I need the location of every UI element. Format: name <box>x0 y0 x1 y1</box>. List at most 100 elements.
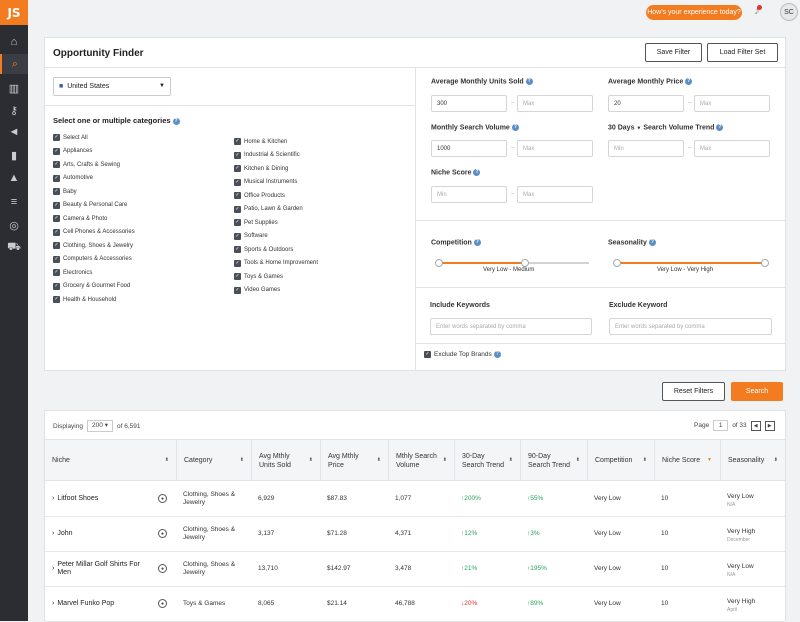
category-checkbox[interactable]: ✓ Tools & Home Improvement <box>234 259 319 267</box>
category-checkbox[interactable]: ✓ Select All <box>53 134 88 141</box>
home-icon[interactable]: ⌂ <box>10 36 18 48</box>
include-keywords-input[interactable]: Enter words separated by comma <box>430 318 592 335</box>
help-icon[interactable]: ? <box>685 78 693 85</box>
category-checkbox[interactable]: ✓ Sports & Outdoors <box>234 246 294 253</box>
pin-icon[interactable]: ● <box>158 564 167 573</box>
column-header[interactable]: Niche ⬍ <box>52 457 169 464</box>
app-logo[interactable]: JS <box>0 0 28 25</box>
page-size-select[interactable]: 200 ▾ <box>87 420 113 432</box>
units-sold-max-input[interactable]: Max <box>517 95 593 112</box>
search-volume-max-input[interactable]: Max <box>517 140 593 157</box>
category-checkbox[interactable]: ✓ Patio, Lawn & Garden <box>234 205 303 213</box>
category-checkbox[interactable]: ✓ Health & Household <box>53 296 117 303</box>
column-header[interactable]: Avg Mthly Units Sold ⬍ <box>251 440 320 481</box>
help-icon[interactable]: ? <box>493 351 501 358</box>
search-icon[interactable]: ⌕ <box>0 54 28 74</box>
competition-min-handle[interactable] <box>435 259 443 267</box>
column-header[interactable]: 90-Day Search Trend ⬍ <box>520 440 587 481</box>
help-icon[interactable]: ? <box>473 169 481 176</box>
search-button[interactable]: Search <box>731 382 783 401</box>
trend-min-input[interactable]: Min <box>608 140 684 157</box>
price-max-input[interactable]: Max <box>694 95 770 112</box>
seasonality-max-handle[interactable] <box>761 259 769 267</box>
column-header[interactable]: Seasonality ⬍ <box>720 440 785 481</box>
category-checkbox[interactable]: ✓ Baby <box>53 188 77 195</box>
column-header[interactable]: Competition ⬍ <box>587 440 654 481</box>
category-checkbox[interactable]: ✓ Arts, Crafts & Sewing <box>53 161 121 168</box>
table-row[interactable]: › Peter Millar Golf Shirts For Men ● Clothi… <box>45 552 785 587</box>
category-checkbox[interactable]: ✓ Office Products <box>234 192 285 199</box>
bell-icon[interactable]: ♪ <box>754 5 760 17</box>
category-checkbox[interactable]: ✓ Musical Instruments <box>234 178 298 186</box>
category-checkbox[interactable]: ✓ Camera & Photo <box>53 215 108 222</box>
category-checkbox[interactable]: ✓ Appliances <box>53 147 93 155</box>
exclude-top-brands-checkbox[interactable]: ✓ Exclude Top Brands? <box>424 351 501 358</box>
pin-icon[interactable]: ● <box>158 494 167 503</box>
category-checkbox[interactable]: ✓ Automotive <box>53 174 94 182</box>
category-checkbox[interactable]: ✓ Beauty & Personal Care <box>53 201 128 209</box>
help-icon[interactable]: ? <box>716 124 724 131</box>
page-input[interactable]: 1 <box>713 420 729 431</box>
category-checkbox[interactable]: ✓ Grocery & Gourmet Food <box>53 282 131 290</box>
key-icon[interactable]: ⚷ <box>9 104 19 117</box>
category-checkbox[interactable]: ✓ Kitchen & Dining <box>234 165 289 172</box>
niche-cell[interactable]: › Peter Millar Golf Shirts For Men <box>52 561 140 576</box>
search-volume-min-input[interactable]: 1000 <box>431 140 507 157</box>
column-header[interactable]: Mthly Search Volume ⬍ <box>388 440 454 481</box>
pin-icon[interactable]: ● <box>158 529 167 538</box>
buildings-icon[interactable]: ▥ <box>8 82 20 95</box>
seasonality-min-handle[interactable] <box>613 259 621 267</box>
category-checkbox[interactable]: ✓ Clothing, Shoes & Jewelry <box>53 242 134 249</box>
category-checkbox[interactable]: ✓ Electronics <box>53 269 93 276</box>
chevron-right-icon[interactable]: › <box>52 600 55 607</box>
country-select[interactable]: ■ United States ▼ <box>53 77 171 96</box>
pin-icon[interactable]: ● <box>158 599 167 608</box>
chevron-right-icon[interactable]: › <box>52 530 55 537</box>
trend-period-select[interactable]: 30 Days <box>608 124 635 132</box>
table-row[interactable]: › John ● Clothing, Shoes & Jewelry 3,137 $71.… <box>45 517 785 552</box>
category-checkbox[interactable]: ✓ Cell Phones & Accessories <box>53 228 135 236</box>
bar-chart-icon[interactable]: ▮ <box>10 149 18 162</box>
column-header[interactable]: Niche Score ▼ <box>654 440 720 481</box>
next-page-button[interactable]: ▶ <box>764 420 775 431</box>
chevron-right-icon[interactable]: › <box>52 565 55 572</box>
prev-page-button[interactable]: ◀ <box>750 420 761 431</box>
niche-cell[interactable]: › Litfoot Shoes <box>52 495 99 502</box>
niche-score-min-input[interactable]: Min <box>431 186 507 203</box>
table-row[interactable]: › Marvel Funko Pop ● Toys & Games 8,065 $21.1… <box>45 587 785 622</box>
trend-max-input[interactable]: Max <box>694 140 770 157</box>
help-icon[interactable]: ? <box>525 78 533 85</box>
help-icon[interactable]: ? <box>172 117 180 125</box>
category-checkbox[interactable]: ✓ Home & Kitchen <box>234 138 288 145</box>
competition-max-handle[interactable] <box>520 259 529 267</box>
graduation-cap-icon[interactable]: ▲ <box>8 172 20 184</box>
category-checkbox[interactable]: ✓ Industrial & Scientific <box>234 151 300 159</box>
column-header[interactable]: 30-Day Search Trend ⬍ <box>454 440 520 481</box>
cart-icon[interactable]: ⛟ <box>7 241 21 253</box>
table-row[interactable]: › Litfoot Shoes ● Clothing, Shoes & Jewelry… <box>45 482 785 517</box>
help-icon[interactable]: ? <box>648 239 656 246</box>
load-filter-set-button[interactable]: Load Filter Set <box>707 43 778 62</box>
chevron-right-icon[interactable]: › <box>52 495 55 502</box>
category-checkbox[interactable]: ✓ Computers & Accessories <box>53 255 132 263</box>
category-checkbox[interactable]: ✓ Video Games <box>234 286 281 294</box>
megaphone-icon[interactable]: ◄ <box>8 126 20 138</box>
column-header[interactable]: Avg Mthly Price ⬍ <box>320 440 388 481</box>
save-filter-button[interactable]: Save Filter <box>645 43 702 62</box>
help-icon[interactable]: ? <box>473 239 481 246</box>
price-min-input[interactable]: 20 <box>608 95 684 112</box>
category-checkbox[interactable]: ✓ Software <box>234 232 268 240</box>
avatar[interactable]: SC <box>780 3 798 21</box>
reset-filters-button[interactable]: Reset Filters <box>662 382 725 401</box>
niche-cell[interactable]: › John <box>52 530 73 537</box>
exclude-keyword-input[interactable]: Enter words separated by comma <box>609 318 772 335</box>
category-checkbox[interactable]: ✓ Toys & Games <box>234 273 284 280</box>
units-sold-min-input[interactable]: 300 <box>431 95 507 112</box>
help-icon[interactable]: ? <box>511 124 519 131</box>
niche-score-max-input[interactable]: Max <box>517 186 593 203</box>
column-header[interactable]: Category ⬍ <box>176 440 251 481</box>
stack-icon[interactable]: ≡ <box>10 196 18 208</box>
niche-cell[interactable]: › Marvel Funko Pop <box>52 600 115 607</box>
experience-feedback-button[interactable]: How's your experience today? <box>646 5 742 20</box>
category-checkbox[interactable]: ✓ Pet Supplies <box>234 219 278 226</box>
